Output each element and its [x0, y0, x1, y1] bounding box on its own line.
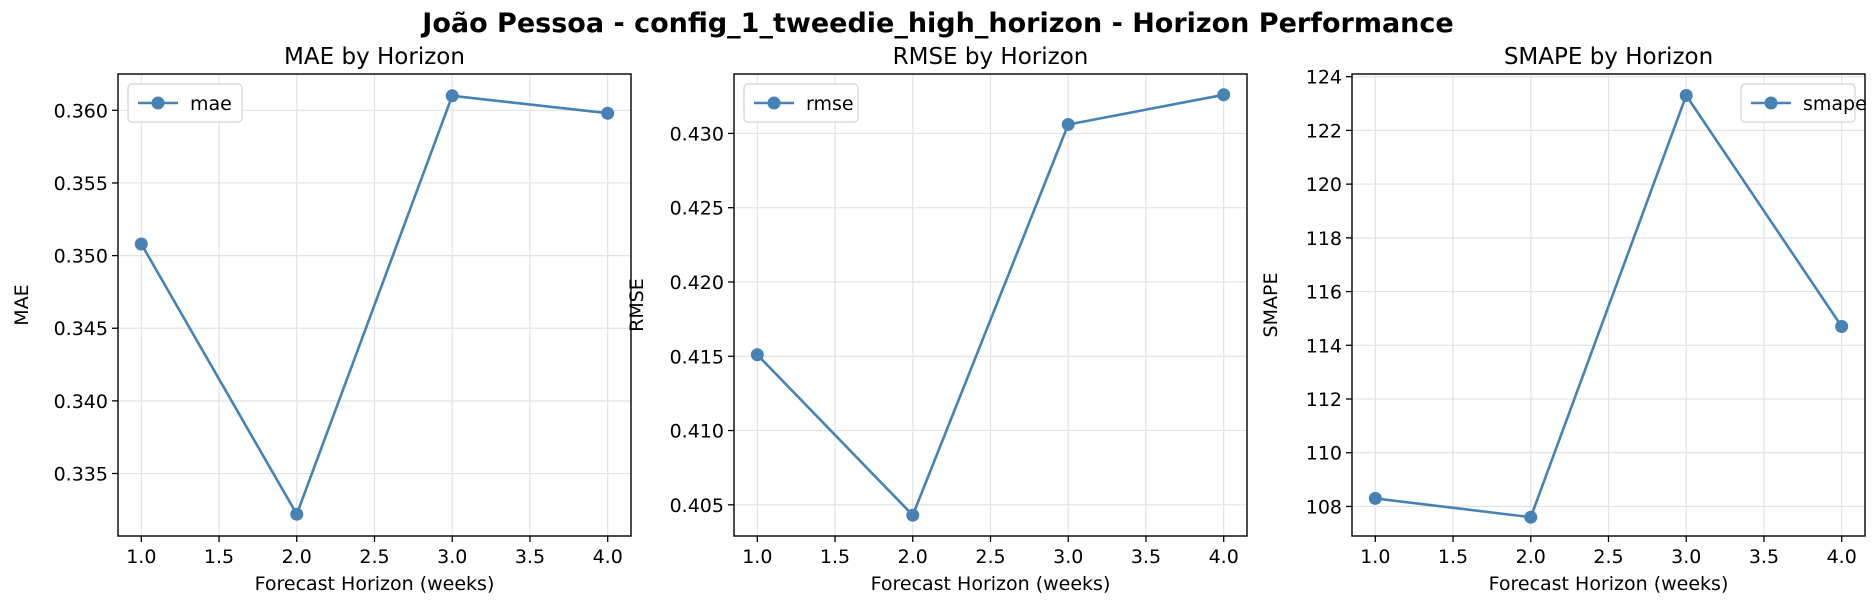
data-point-rmse	[906, 508, 920, 522]
y-tick-label: 124	[1306, 67, 1342, 89]
data-point-rmse	[1217, 88, 1231, 102]
y-tick-label: 122	[1306, 120, 1342, 142]
data-point-mae	[134, 237, 148, 251]
x-tick-label: 3.5	[1749, 546, 1779, 568]
series-line-rmse	[756, 93, 1224, 518]
x-tick-label: 1.0	[742, 546, 772, 568]
y-tick-label: 0.430	[670, 123, 724, 145]
y-tick-label: 0.360	[54, 100, 108, 122]
x-tick-label: 2.0	[282, 546, 312, 568]
legend-box	[743, 83, 859, 123]
axes-frame	[117, 73, 632, 537]
y-tick-label: 0.345	[54, 318, 108, 340]
y-tick-label: 110	[1306, 443, 1342, 465]
legend-box	[127, 83, 243, 123]
figure-title: João Pessoa - config_1_tweedie_high_hori…	[422, 8, 1454, 39]
y-tick-label: 0.340	[54, 391, 108, 413]
y-tick-label: 0.420	[670, 272, 724, 294]
y-axis-label: SMAPE	[1260, 273, 1282, 338]
series-line-smape	[1375, 92, 1843, 519]
x-tick-label: 4.0	[593, 546, 623, 568]
legend-marker	[1764, 96, 1778, 110]
chart-title: MAE by Horizon	[284, 44, 465, 70]
y-tick-label: 0.410	[670, 421, 724, 443]
chart-panel-rmse: 1.0 1.5 2.0 2.5 3.0 3.5 4.0 0.405 0.410 0.415 0.42…	[626, 44, 1248, 595]
x-tick-label: 1.5	[820, 546, 850, 568]
data-point-mae	[601, 106, 615, 120]
y-tick-label: 0.415	[670, 346, 724, 368]
data-point-mae	[290, 507, 304, 521]
legend-marker	[151, 96, 165, 110]
y-axis-label: MAE	[11, 284, 33, 325]
x-axis-label: Forecast Horizon (weeks)	[871, 573, 1111, 595]
legend-label: mae	[190, 93, 232, 115]
y-tick-label: 118	[1306, 228, 1342, 250]
series-line-mae	[140, 94, 608, 518]
x-tick-label: 3.0	[1053, 546, 1083, 568]
legend: mae	[127, 83, 243, 123]
y-tick-label: 0.335	[54, 464, 108, 486]
x-tick-label: 2.5	[1593, 546, 1623, 568]
data-point-smape	[1835, 319, 1849, 333]
x-tick-label: 1.0	[1360, 546, 1390, 568]
data-point-rmse	[750, 348, 764, 362]
x-tick-label: 2.0	[1516, 546, 1546, 568]
x-tick-label: 2.0	[898, 546, 928, 568]
chart-panel-smape: 1.0 1.5 2.0 2.5 3.0 3.5 4.0 108 110 112 114 116 118 1…	[1260, 44, 1867, 595]
x-tick-label: 2.5	[359, 546, 389, 568]
x-tick-label: 3.0	[1671, 546, 1701, 568]
y-tick-label: 114	[1306, 335, 1342, 357]
x-tick-label: 3.0	[437, 546, 467, 568]
y-tick-label: 108	[1306, 496, 1342, 518]
y-tick-label: 120	[1306, 174, 1342, 196]
data-point-smape	[1524, 510, 1538, 524]
legend-marker	[767, 96, 781, 110]
y-tick-label: 0.355	[54, 173, 108, 195]
chart-title: SMAPE by Horizon	[1504, 44, 1713, 70]
x-axis-label: Forecast Horizon (weeks)	[1489, 573, 1729, 595]
y-tick-label: 0.405	[670, 495, 724, 517]
x-tick-label: 1.5	[1438, 546, 1468, 568]
x-tick-label: 1.5	[204, 546, 234, 568]
legend-label: rmse	[806, 93, 854, 115]
x-tick-label: 3.5	[515, 546, 545, 568]
chart-title: RMSE by Horizon	[893, 44, 1089, 70]
x-axis-label: Forecast Horizon (weeks)	[255, 573, 495, 595]
legend: smape	[1740, 83, 1867, 123]
x-tick-label: 2.5	[975, 546, 1005, 568]
data-point-rmse	[1061, 118, 1075, 132]
legend-box	[1740, 83, 1856, 123]
y-tick-label: 116	[1306, 282, 1342, 304]
legend: rmse	[743, 83, 859, 123]
data-point-smape	[1368, 491, 1382, 505]
axes-frame	[1351, 73, 1866, 537]
x-tick-label: 4.0	[1209, 546, 1239, 568]
y-axis-label: RMSE	[626, 278, 648, 332]
x-tick-label: 3.5	[1131, 546, 1161, 568]
y-tick-label: 112	[1306, 389, 1342, 411]
chart-panel-mae: 1.0 1.5 2.0 2.5 3.0 3.5 4.0 0.335 0.340 0.345 0.35…	[11, 44, 632, 595]
data-point-mae	[445, 89, 459, 103]
x-tick-label: 1.0	[126, 546, 156, 568]
x-tick-label: 4.0	[1827, 546, 1857, 568]
y-tick-label: 0.350	[54, 246, 108, 268]
y-tick-label: 0.425	[670, 198, 724, 220]
data-point-smape	[1679, 88, 1693, 102]
axes-frame	[733, 73, 1248, 537]
legend-label: smape	[1803, 93, 1867, 115]
